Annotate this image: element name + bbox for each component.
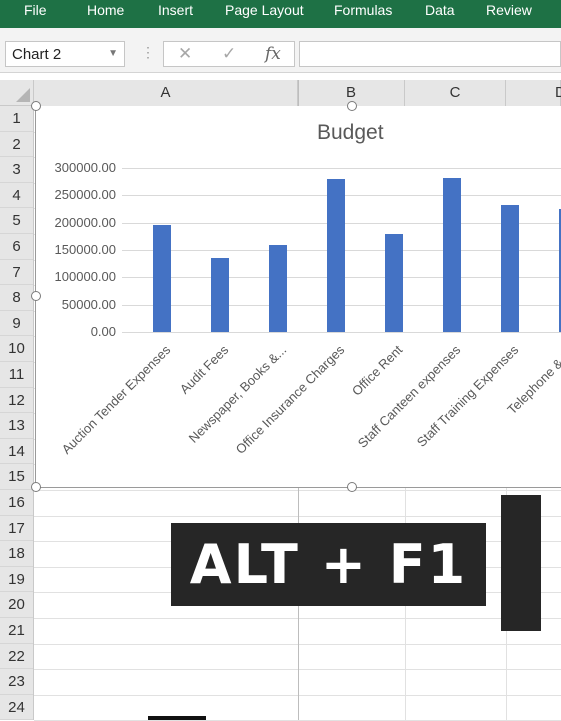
row-header-17[interactable]: 17 (0, 516, 33, 542)
select-all-corner[interactable] (0, 80, 34, 106)
row-header-12[interactable]: 12 (0, 388, 33, 414)
row-header-24[interactable]: 24 (0, 695, 33, 721)
tab-page-layout[interactable]: Page Layout (225, 2, 304, 18)
gridline-row (34, 669, 561, 671)
chart-bar[interactable] (327, 178, 345, 332)
column-header-b[interactable]: B (298, 80, 405, 106)
formula-bar: Chart 2 ▼ ⋮ ✕ ✓ fx (0, 38, 561, 73)
chart-resize-handle[interactable] (31, 482, 41, 492)
row-header-15[interactable]: 15 (0, 464, 33, 490)
chart-bar[interactable] (385, 233, 403, 332)
tab-formulas[interactable]: Formulas (334, 2, 393, 18)
row-header-20[interactable]: 20 (0, 592, 33, 618)
chart-border (35, 487, 561, 488)
insert-function-icon[interactable]: fx (265, 44, 281, 64)
chart-bar[interactable] (269, 244, 287, 332)
row-header-16[interactable]: 16 (0, 490, 33, 516)
chart-bar[interactable] (211, 258, 229, 332)
column-header-d[interactable]: D (506, 80, 561, 106)
tab-home[interactable]: Home (87, 2, 125, 18)
row-headers: 1 2 3 4 5 6 7 8 9 10 11 12 13 14 15 16 17 18 19 20 21 22 23 24 (0, 106, 34, 721)
chart-bar[interactable] (501, 204, 519, 332)
column-header-a[interactable]: A (34, 80, 298, 106)
y-tick-label: 250000.00 (54, 187, 116, 203)
name-box-value: Chart 2 (12, 46, 62, 63)
gridline-row (34, 694, 561, 696)
row-header-23[interactable]: 23 (0, 669, 33, 695)
chart-resize-handle[interactable] (31, 291, 41, 301)
row-header-6[interactable]: 6 (0, 234, 33, 260)
tab-file[interactable]: File (24, 2, 47, 18)
row-header-3[interactable]: 3 (0, 157, 33, 183)
row-header-14[interactable]: 14 (0, 439, 33, 465)
formula-input[interactable] (299, 41, 561, 67)
y-tick-label: 100000.00 (54, 269, 116, 285)
row-header-1[interactable]: 1 (0, 106, 33, 132)
row-header-18[interactable]: 18 (0, 541, 33, 567)
tab-data[interactable]: Data (425, 2, 455, 18)
ribbon-band (0, 28, 561, 38)
row-header-7[interactable]: 7 (0, 260, 33, 286)
chart-bar[interactable] (559, 209, 561, 332)
chart-resize-handle[interactable] (347, 482, 357, 492)
row-header-8[interactable]: 8 (0, 285, 33, 311)
row-header-13[interactable]: 13 (0, 413, 33, 439)
chart-gridline (122, 332, 561, 333)
row-header-5[interactable]: 5 (0, 208, 33, 234)
formula-buttons: ✕ ✓ fx (163, 41, 295, 67)
column-header-c[interactable]: C (405, 80, 506, 106)
chevron-down-icon[interactable]: ▼ (108, 48, 118, 59)
row-header-4[interactable]: 4 (0, 183, 33, 209)
gridline-row (34, 643, 561, 645)
y-tick-label: 150000.00 (54, 242, 116, 257)
y-tick-label: 0.00 (90, 324, 116, 339)
shortcut-overlay: ALT + F1 (171, 523, 486, 606)
y-tick-label: 200000.00 (54, 214, 116, 230)
row-header-21[interactable]: 21 (0, 618, 33, 644)
cancel-icon[interactable]: ✕ (178, 44, 193, 63)
chart-bar[interactable] (443, 177, 461, 332)
name-box[interactable]: Chart 2 ▼ (5, 41, 125, 67)
select-all-icon (16, 88, 30, 102)
gridline-row (34, 618, 561, 619)
chart-bar[interactable] (153, 225, 171, 332)
gridline-row (34, 490, 561, 491)
chart-resize-handle[interactable] (347, 101, 357, 111)
ribbon-tabs: File Home Insert Page Layout Formulas Da… (0, 0, 561, 28)
row-header-19[interactable]: 19 (0, 567, 33, 593)
tab-review[interactable]: Review (486, 2, 532, 18)
row-header-9[interactable]: 9 (0, 311, 33, 337)
tab-insert[interactable]: Insert (158, 2, 194, 18)
chart-gridline (122, 168, 561, 169)
chart[interactable] (35, 106, 561, 487)
overlay-block (501, 495, 541, 631)
row-header-10[interactable]: 10 (0, 336, 33, 362)
overlay-strip (148, 716, 206, 720)
shortcut-text: ALT + F1 (189, 533, 468, 596)
y-tick-label: 300000.00 (54, 160, 116, 175)
chart-resize-handle[interactable] (31, 101, 41, 111)
row-header-22[interactable]: 22 (0, 644, 33, 670)
gridline-row (34, 515, 561, 517)
drag-handle-icon[interactable]: ⋮ (141, 44, 155, 60)
row-header-11[interactable]: 11 (0, 362, 33, 388)
y-tick-label: 50000.00 (61, 296, 116, 312)
chart-title[interactable]: Budget (317, 121, 384, 144)
enter-icon[interactable]: ✓ (222, 44, 237, 63)
row-header-2[interactable]: 2 (0, 132, 33, 158)
